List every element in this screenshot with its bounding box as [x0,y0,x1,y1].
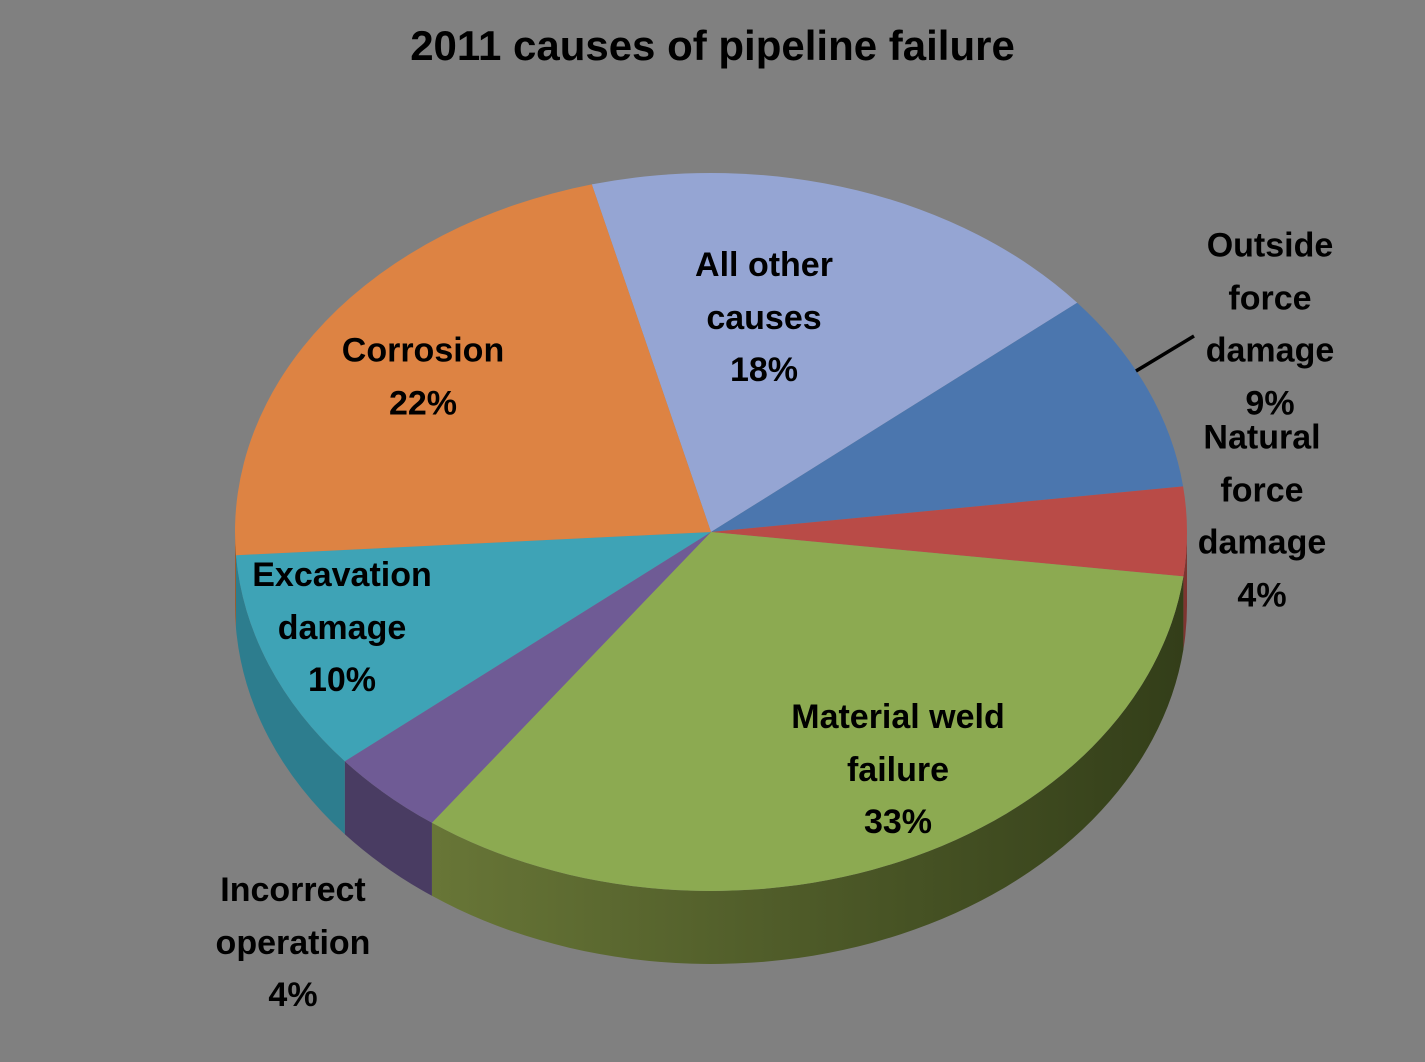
pie-slice-corrosion [235,184,712,556]
slice-label-outside-force-damage: Outside force damage 9% [1205,226,1335,423]
pie-slice-side-natural-force-damage [1183,532,1188,650]
pie-slice-side-incorrect-operation [344,761,432,896]
pie-slice-tops [235,172,1188,892]
pie-slice-side-material-weld-failure [431,576,1184,965]
chart-title: 2011 causes of pipeline failure [410,22,1015,69]
slice-label-excavation-damage: Excavation damage 10% [252,555,432,700]
slice-label-incorrect-operation: Incorrect operation 4% [215,870,371,1015]
pie-slice-outside-force-damage [711,302,1184,532]
pie-leader-lines [1135,334,1195,373]
pie-slice-all-other-causes [591,172,1078,532]
slice-label-corrosion: Corrosion 22% [341,331,505,422]
pie-slice-natural-force-damage [711,486,1188,577]
pie-slice-incorrect-operation [344,532,711,823]
leader-line-outside-force-damage [1135,334,1195,373]
slice-label-all-other-causes: All other causes 18% [695,245,833,390]
pie-slice-excavation-damage [236,532,711,762]
slice-label-material-weld-failure: Material weld failure 33% [791,697,1005,842]
pie-slice-side-excavation-damage [236,555,345,835]
pie-slice-sides [235,532,1188,965]
pie-slice-side-corrosion [235,532,236,629]
pie-slice-material-weld-failure [431,532,1184,892]
slice-label-natural-force-damage: Natural force damage 4% [1197,418,1327,615]
